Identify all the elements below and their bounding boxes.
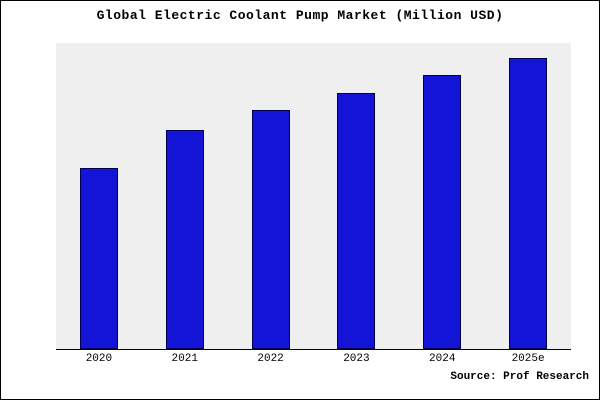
bar-2020 xyxy=(79,168,118,349)
chart-title: Global Electric Coolant Pump Market (Mil… xyxy=(96,8,504,23)
plot-area xyxy=(56,43,571,350)
bar-2021 xyxy=(165,130,204,349)
bars xyxy=(56,43,571,349)
bar-2025e xyxy=(509,57,548,349)
bar-2023 xyxy=(337,92,376,349)
source-text: Source: Prof Research xyxy=(450,371,589,383)
x-tick-label-2020: 2020 xyxy=(85,353,113,365)
x-tick-label-2024: 2024 xyxy=(429,353,456,365)
bar-2024 xyxy=(423,75,462,349)
x-tick-label-2021: 2021 xyxy=(171,353,198,365)
x-tick-label-2022: 2022 xyxy=(257,353,284,365)
bar-2022 xyxy=(251,110,290,349)
x-ticks: 2020 2021 2022 2023 2024 2025e xyxy=(56,353,571,365)
x-tick-label-2023: 2023 xyxy=(343,353,370,365)
x-tick-label-2025e: 2025e xyxy=(511,353,545,365)
